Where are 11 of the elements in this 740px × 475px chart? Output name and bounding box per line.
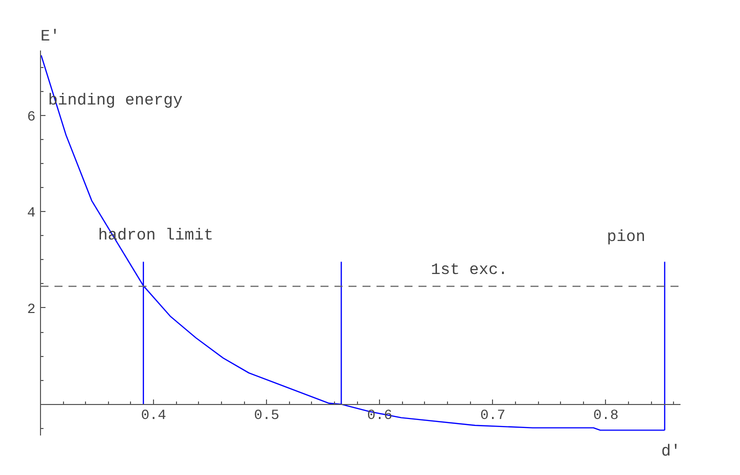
- x-tick-label: 0.7: [480, 408, 506, 424]
- annotation: 1st exc.: [430, 260, 508, 279]
- x-tick-label: 0.8: [593, 408, 618, 424]
- y-tick-label: 2: [27, 302, 36, 318]
- x-tick-label: 0.5: [254, 408, 280, 424]
- y-axis-title: E': [40, 28, 60, 46]
- y-tick-label: 4: [27, 206, 36, 222]
- x-tick-label: 0.4: [140, 408, 166, 424]
- y-tick-label: 6: [27, 109, 36, 126]
- x-axis-title: d': [661, 442, 680, 460]
- annotation: pion: [606, 228, 646, 246]
